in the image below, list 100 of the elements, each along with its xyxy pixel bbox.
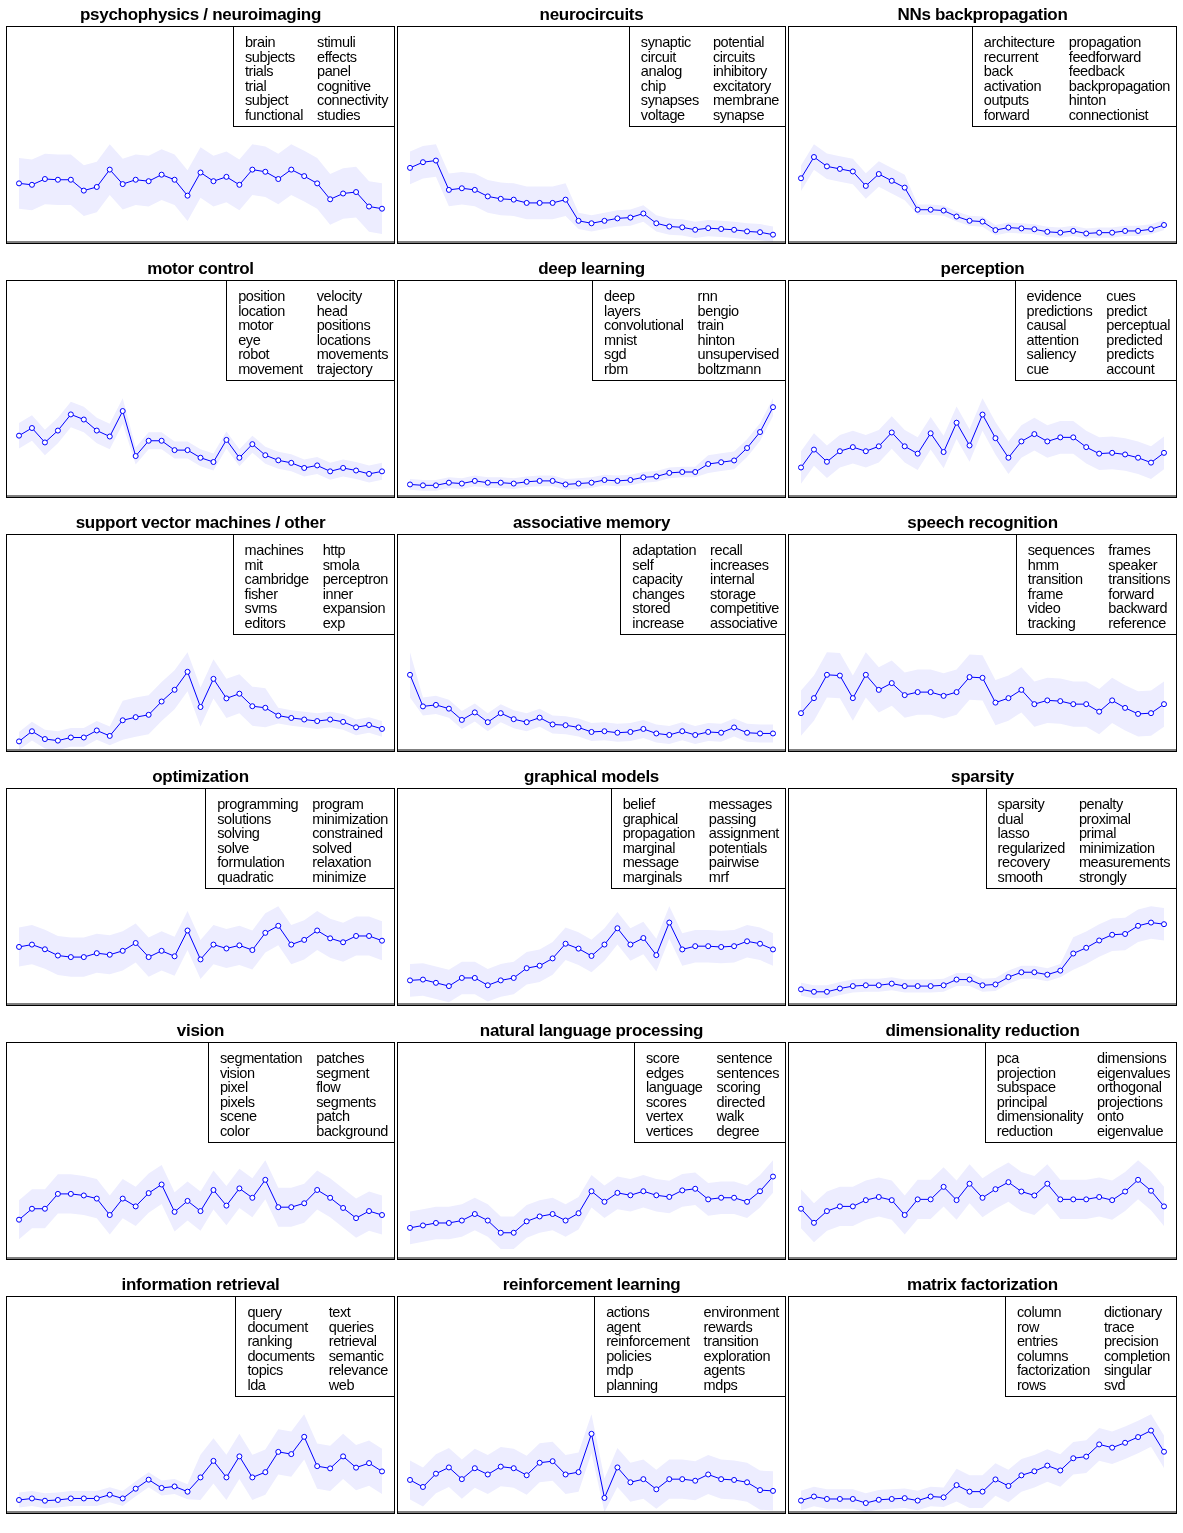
text: forward <box>1108 585 1155 602</box>
text: pixels <box>219 1093 256 1110</box>
chart-title: optimization <box>151 766 250 788</box>
text: document <box>247 1318 309 1335</box>
text: marginal <box>622 839 676 856</box>
text: feedback <box>1068 63 1126 79</box>
text: transition <box>703 1333 760 1349</box>
text: increases <box>710 556 770 573</box>
text: rnn <box>697 288 719 304</box>
text: brain <box>244 34 277 50</box>
text: analog <box>640 63 683 79</box>
text: attention <box>1026 331 1080 348</box>
text: cues <box>1106 288 1137 304</box>
text: potential <box>712 34 766 50</box>
text: voltage <box>640 106 685 123</box>
text: hinton <box>1068 92 1106 108</box>
text: mrf <box>708 868 729 885</box>
text: principal <box>996 1093 1048 1110</box>
text: exploration <box>703 1347 772 1364</box>
text: robot <box>238 346 271 362</box>
text: hinton <box>697 331 736 348</box>
text: solving <box>217 825 261 841</box>
text: retrieval <box>328 1333 378 1349</box>
text: boltzmann <box>697 360 761 377</box>
text: expansion <box>322 600 387 616</box>
text: projections <box>1097 1093 1164 1110</box>
text: excitatory <box>712 77 771 94</box>
text: dictionary <box>1103 1304 1163 1320</box>
text: web <box>328 1376 356 1393</box>
text: passing <box>708 810 757 827</box>
text: reference <box>1108 614 1167 631</box>
text: increase <box>632 614 685 631</box>
text: formulation <box>217 854 286 870</box>
text: stored <box>632 600 671 616</box>
text: positions <box>316 317 372 333</box>
text: video <box>1027 600 1062 616</box>
text: eigenvalue <box>1097 1122 1165 1139</box>
chart-title: neurocircuits <box>538 4 645 26</box>
text: documents <box>247 1347 315 1364</box>
text: evidence <box>1026 288 1083 304</box>
text: vertex <box>646 1108 685 1124</box>
text: connectivity <box>317 92 388 108</box>
text: internal <box>710 571 756 587</box>
text: actions <box>606 1304 651 1320</box>
text: lda <box>247 1376 266 1393</box>
text: editors <box>244 614 287 631</box>
text: minimize <box>312 868 368 885</box>
text: reduction <box>996 1122 1053 1139</box>
text: messages <box>708 796 773 812</box>
text: inner <box>322 585 353 602</box>
text: dual <box>997 810 1024 827</box>
chart-title: support vector machines / other <box>74 512 327 534</box>
text: effects <box>317 48 358 65</box>
text: sequences <box>1027 542 1095 558</box>
text: patches <box>316 1050 366 1066</box>
text: policies <box>606 1347 653 1364</box>
text: minimization <box>312 810 388 827</box>
text: trace <box>1103 1318 1135 1335</box>
text: flow <box>316 1079 341 1095</box>
chart-title: motor control <box>146 258 255 280</box>
text: projection <box>996 1064 1057 1081</box>
text: synapse <box>712 106 766 123</box>
text: sentence <box>716 1050 774 1066</box>
text: activation <box>983 77 1043 94</box>
text: adaptation <box>632 542 697 558</box>
text: svms <box>244 600 278 616</box>
chart-title: matrix factorization <box>906 1274 1059 1296</box>
text: bengio <box>697 302 740 319</box>
text: quadratic <box>217 868 275 885</box>
text: penalty <box>1078 796 1123 812</box>
text: lasso <box>997 825 1031 841</box>
text: columns <box>1016 1347 1070 1364</box>
text: deep <box>604 288 635 304</box>
text: rewards <box>703 1318 754 1335</box>
text: trial <box>244 77 268 94</box>
text: trajectory <box>316 360 374 377</box>
text: eye <box>238 331 261 348</box>
text: unsupervised <box>697 346 779 362</box>
text: reinforcement <box>606 1333 690 1349</box>
text: circuit <box>640 48 676 65</box>
text: speaker <box>1108 556 1158 573</box>
text: rows <box>1016 1376 1047 1393</box>
text: velocity <box>316 288 363 304</box>
text: row <box>1016 1318 1041 1335</box>
text: sparsity <box>997 796 1046 812</box>
text: vision <box>219 1064 255 1081</box>
text: subspace <box>996 1079 1057 1095</box>
text: directed <box>716 1093 766 1110</box>
text: planning <box>606 1376 659 1393</box>
text: environment <box>703 1304 779 1320</box>
chart-title: natural language processing <box>478 1020 705 1042</box>
text: layers <box>604 302 641 319</box>
text: singular <box>1103 1362 1152 1378</box>
text: eigenvalues <box>1097 1064 1170 1081</box>
text: causal <box>1026 317 1067 333</box>
text: rbm <box>604 360 629 377</box>
text: solve <box>217 839 250 856</box>
text: storage <box>710 585 757 602</box>
text: topics <box>247 1362 284 1378</box>
text: predictions <box>1026 302 1093 319</box>
